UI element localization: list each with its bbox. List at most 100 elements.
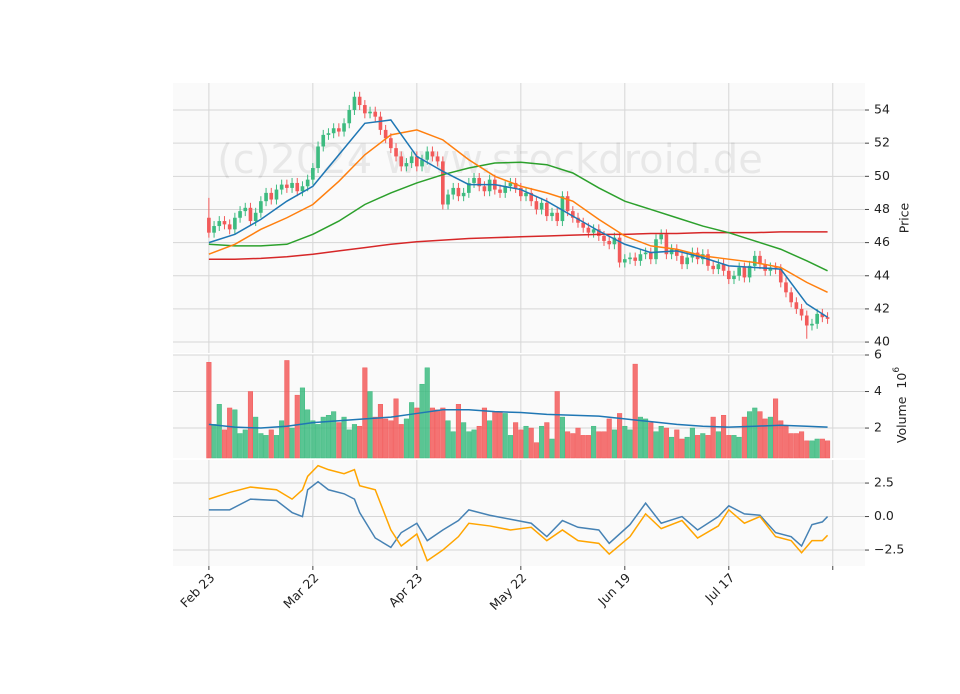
candle-body (555, 212, 560, 222)
candle-body (664, 234, 669, 255)
candle-body (368, 111, 372, 114)
volume-bar (232, 409, 238, 459)
candle-body (706, 254, 710, 266)
candle-body (331, 128, 336, 134)
volume-offset-exp: 6 (892, 367, 902, 373)
volume-bar (601, 431, 607, 459)
candle-body (784, 282, 788, 293)
volume-bar (247, 391, 254, 459)
volume-bar (273, 435, 279, 459)
candle-body (321, 134, 326, 147)
candle-body (238, 211, 242, 218)
y-tick-label: 46 (874, 234, 890, 249)
volume-bar (310, 420, 316, 459)
volume-bar (570, 433, 576, 459)
volume-bar (377, 404, 383, 459)
volume-bar (294, 394, 300, 459)
candle-body (259, 201, 263, 213)
candle-body (617, 237, 622, 263)
candle-body (409, 156, 414, 164)
candle-body (716, 264, 721, 270)
candle-body (638, 254, 643, 261)
y-tick-label: 44 (874, 267, 890, 282)
candle-body (222, 221, 227, 225)
volume-bar (632, 363, 638, 459)
candle-body (477, 177, 482, 187)
volume-bar (762, 418, 768, 459)
candle-body (778, 269, 783, 283)
candle-body (441, 161, 445, 205)
volume-bar (747, 411, 753, 459)
volume-bar (481, 407, 487, 459)
volume-bar (419, 383, 425, 459)
candle-body (815, 313, 819, 324)
y-tick-label: 2.5 (874, 475, 894, 490)
volume-bar (331, 411, 337, 459)
candle-body (420, 159, 424, 167)
candle-body (227, 224, 232, 230)
candle-body (508, 182, 513, 187)
volume-bar (450, 431, 456, 459)
volume-bar (346, 429, 352, 459)
volume-bar (565, 431, 571, 459)
volume-bar (653, 431, 659, 459)
volume-bar (351, 424, 357, 459)
volume-bar (539, 425, 545, 459)
candle-body (373, 111, 378, 117)
candle-body (544, 202, 549, 217)
candle-body (721, 264, 726, 271)
candle-body (217, 221, 222, 227)
candle-body (383, 129, 388, 139)
candle-body (565, 196, 570, 212)
candle-body (472, 177, 476, 183)
volume-bar (695, 435, 701, 459)
volume-bar (788, 433, 794, 459)
volume-bar (206, 362, 212, 459)
volume-bar (221, 429, 228, 459)
panel-background (173, 83, 865, 353)
volume-bar (533, 442, 539, 459)
candle-body (602, 235, 606, 241)
x-tick-label: Jul 17 (701, 570, 737, 606)
y-tick-label: 54 (874, 102, 890, 117)
volume-bar (617, 413, 623, 459)
candle-body (680, 255, 684, 265)
candle-body (752, 255, 757, 266)
volume-bar (502, 413, 508, 459)
x-tick-label: Jun 19 (594, 570, 633, 609)
indicator-line (208, 464, 829, 562)
volume-bar (471, 429, 477, 459)
volume-bar (362, 367, 368, 459)
volume-bar (367, 391, 373, 459)
indicator-line (208, 409, 828, 429)
candle-body (659, 234, 664, 240)
y-tick-label: 48 (874, 201, 890, 216)
candle-body (389, 138, 393, 149)
candle-body (503, 186, 508, 193)
marks-layer (206, 91, 831, 562)
volume-bar (528, 427, 534, 459)
indicator-line (208, 480, 829, 549)
volume-bar (227, 407, 233, 459)
candle-body (233, 217, 237, 230)
volume-bar (606, 418, 612, 459)
volume-bar (414, 407, 420, 459)
x-tick-label: Feb 23 (177, 570, 217, 610)
volume-bar (637, 416, 643, 459)
candle-body (732, 275, 736, 280)
volume-bar (669, 436, 675, 459)
volume-bar (455, 404, 461, 459)
candle-body (550, 212, 554, 217)
candle-body (529, 192, 534, 202)
y-tick-label: −2.5 (874, 542, 904, 557)
volume-bar (492, 411, 498, 459)
volume-bar (736, 436, 742, 459)
volume-bar (513, 422, 519, 459)
volume-bar (263, 435, 269, 459)
volume-bar (731, 435, 737, 459)
volume-bar (372, 416, 378, 459)
candle-body (622, 259, 627, 263)
candle-body (311, 168, 315, 180)
y-tick-label: 2 (874, 420, 882, 435)
